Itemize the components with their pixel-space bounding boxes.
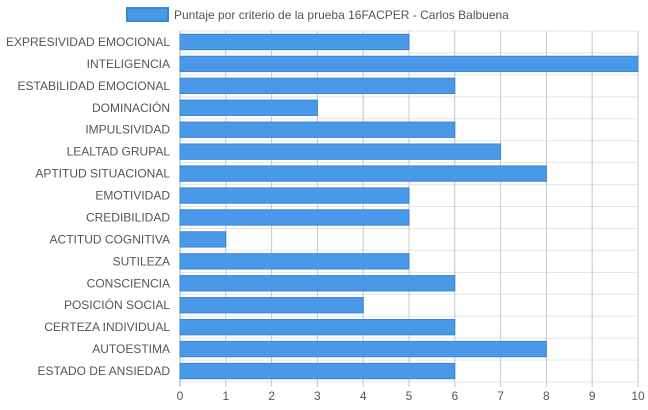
bar[interactable] [179,77,456,95]
bar[interactable] [179,33,410,51]
bar[interactable] [179,121,456,138]
x-tick-label: 6 [451,389,458,403]
x-tick-label: 8 [543,389,550,403]
legend[interactable]: Puntaje por criterio de la prueba 16FACP… [126,7,509,22]
x-tick-label: 9 [589,389,596,403]
bar[interactable] [179,362,456,380]
x-tick-label: 7 [497,389,504,403]
bar[interactable] [179,165,547,182]
x-tick-label: 10 [631,389,645,403]
category-label: INTELIGENCIA [87,57,170,71]
legend-label: Puntaje por criterio de la prueba 16FACP… [174,8,509,22]
x-tick-label: 2 [268,389,275,403]
bars [179,33,639,380]
bar[interactable] [179,209,410,226]
bar[interactable] [179,297,364,314]
category-label: AUTOESTIMA [92,342,170,356]
legend-swatch [126,7,169,22]
x-tick-label: 1 [222,389,229,403]
category-label: IMPULSIVIDAD [85,123,170,137]
category-label: APTITUD SITUACIONAL [35,167,170,181]
bar[interactable] [179,231,227,248]
bar[interactable] [179,275,456,292]
category-label: ACTITUD COGNITIVA [50,232,170,246]
bar[interactable] [179,55,639,73]
bar[interactable] [179,340,547,358]
category-label: CREDIBILIDAD [86,210,170,224]
x-tick-label: 0 [177,389,184,403]
x-tick-label: 4 [360,389,367,403]
bar[interactable] [179,253,410,270]
bar[interactable] [179,143,502,160]
category-label: EMOTIVIDAD [95,189,170,203]
x-tick-label: 5 [406,389,413,403]
category-label: ESTABILIDAD EMOCIONAL [18,79,171,93]
category-label: SUTILEZA [113,254,170,268]
bar[interactable] [179,187,410,204]
category-label: CERTEZA INDIVIDUAL [44,320,170,334]
category-label: LEALTAD GRUPAL [67,145,171,159]
x-tick-label: 3 [314,389,321,403]
category-label: POSICIÓN SOCIAL [64,297,170,312]
category-labels: EXPRESIVIDAD EMOCIONAL INTELIGENCIA ESTABI… [6,35,170,378]
bar[interactable] [179,99,318,116]
category-label: ESTADO DE ANSIEDAD [38,364,171,378]
category-label: DOMINACIÓN [92,100,170,115]
bar[interactable] [179,318,456,336]
category-label: EXPRESIVIDAD EMOCIONAL [6,35,170,49]
x-axis-tick-labels: 0 1 2 3 4 5 6 7 8 9 10 [177,389,645,403]
category-label: CONSCIENCIA [87,276,170,290]
